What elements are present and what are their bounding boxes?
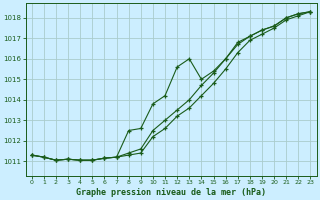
X-axis label: Graphe pression niveau de la mer (hPa): Graphe pression niveau de la mer (hPa) [76,188,266,197]
